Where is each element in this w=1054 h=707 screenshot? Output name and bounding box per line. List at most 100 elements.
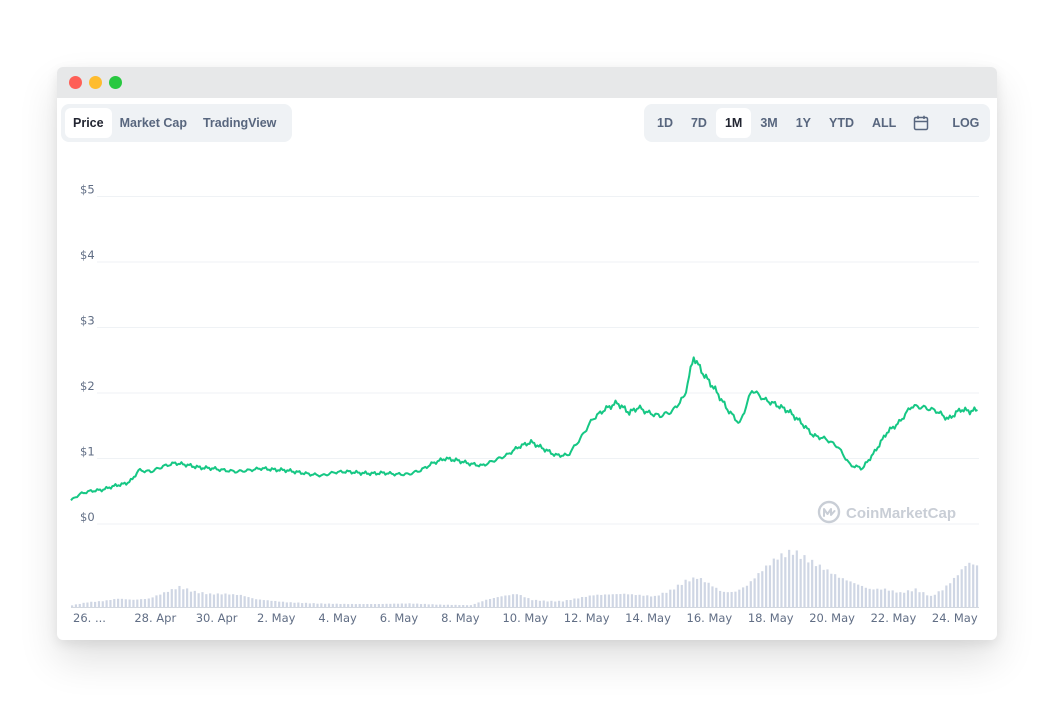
volume-bar [289, 602, 292, 607]
volume-bar [97, 601, 101, 607]
volume-bar [508, 595, 511, 607]
volume-bar [834, 574, 837, 607]
volume-bar [600, 594, 603, 607]
volume-bar [228, 594, 231, 607]
volume-bar [818, 564, 821, 607]
volume-bar [189, 591, 193, 607]
volume-bar [385, 603, 388, 607]
volume-bar [143, 599, 147, 607]
volume-bar [715, 587, 718, 607]
calendar-button[interactable] [905, 108, 937, 138]
range-1m-button[interactable]: 1M [715, 108, 752, 138]
volume-bar [147, 598, 150, 607]
volume-bar [90, 601, 93, 607]
volume-bar [462, 605, 465, 607]
volume-bar [883, 588, 887, 607]
volume-bar [738, 589, 741, 607]
volume-bar [500, 596, 503, 607]
volume-bar [477, 602, 480, 607]
volume-bar [427, 604, 430, 607]
volume-bar [339, 604, 342, 607]
volume-bar [304, 602, 308, 607]
chart-type-tabs: Price Market Cap TradingView [61, 104, 292, 142]
volume-bar [381, 603, 384, 607]
volume-bar [366, 603, 369, 607]
volume-bar [504, 595, 507, 607]
volume-bar [788, 549, 791, 607]
price-chart[interactable]: $0 $1 $2 $3 $4 $5 CoinMarketCap 26. ... 28. Ap… [57, 163, 997, 640]
volume-bar [615, 594, 618, 607]
range-ytd-button[interactable]: YTD [820, 108, 863, 138]
volume-bar [224, 593, 227, 607]
volume-bar [488, 598, 492, 607]
volume-bar [803, 555, 806, 607]
browser-window: Price Market Cap TradingView 1D 7D 1M 3M… [57, 67, 997, 640]
volume-bar [945, 585, 948, 607]
volume-bar [358, 603, 361, 607]
volume-bar [220, 594, 223, 607]
volume-bar [561, 601, 565, 607]
volume-bar [864, 587, 867, 607]
volume-bar [481, 601, 484, 607]
log-scale-button[interactable]: LOG [943, 108, 988, 138]
volume-bar [201, 592, 204, 607]
volume-bar [676, 584, 680, 607]
volume-bar [182, 589, 185, 607]
volume-bar [408, 603, 411, 607]
volume-bar [952, 577, 956, 607]
volume-bar [661, 592, 664, 607]
tab-price[interactable]: Price [65, 108, 112, 138]
volume-bar [891, 590, 894, 607]
range-7d-button[interactable]: 7D [682, 108, 716, 138]
zoom-window-button[interactable] [109, 76, 122, 89]
range-1d-button[interactable]: 1D [648, 108, 682, 138]
volume-bar [82, 602, 85, 607]
volume-bar [630, 594, 634, 607]
range-all-button[interactable]: ALL [863, 108, 905, 138]
volume-bar [274, 600, 277, 607]
volume-bar [542, 600, 545, 607]
volume-bar [910, 591, 913, 607]
volume-bar [742, 587, 745, 607]
volume-bar [972, 564, 975, 607]
minimize-window-button[interactable] [89, 76, 102, 89]
price-line [70, 356, 978, 502]
volume-bar [791, 554, 795, 607]
volume-bar [362, 604, 365, 607]
x-tick-label: 18. May [748, 611, 794, 625]
x-tick-label: 12. May [564, 611, 610, 625]
volume-bar [534, 599, 538, 607]
range-3m-button[interactable]: 3M [751, 108, 786, 138]
volume-bar [86, 602, 89, 607]
x-tick-label: 14. May [625, 611, 671, 625]
tab-market-cap[interactable]: Market Cap [112, 108, 195, 138]
y-tick-label: $3 [80, 314, 95, 328]
chart-gridlines [97, 196, 979, 525]
volume-bar [209, 593, 212, 607]
volume-bar [251, 598, 254, 607]
volume-bar [688, 581, 691, 607]
volume-bar [492, 598, 495, 607]
y-tick-label: $4 [80, 248, 95, 262]
volume-bar [74, 604, 78, 607]
tab-tradingview[interactable]: TradingView [195, 108, 284, 138]
volume-bar [638, 594, 641, 607]
volume-bar [78, 603, 81, 607]
close-window-button[interactable] [69, 76, 82, 89]
volume-bar [657, 595, 660, 607]
volume-bar [922, 592, 925, 607]
volume-bar [592, 595, 595, 607]
volume-bar [140, 599, 143, 607]
volume-bar [933, 594, 936, 607]
volume-bar [155, 595, 158, 607]
range-1y-button[interactable]: 1Y [787, 108, 820, 138]
volume-bar [899, 592, 902, 607]
volume-bar [673, 589, 676, 607]
x-tick-label: 6. May [380, 611, 419, 625]
volume-bar [396, 603, 400, 607]
volume-bar [531, 600, 534, 607]
volume-bar [354, 604, 357, 607]
y-tick-label: $1 [80, 445, 95, 459]
volume-bar [849, 581, 852, 607]
volume-bar [439, 604, 442, 607]
